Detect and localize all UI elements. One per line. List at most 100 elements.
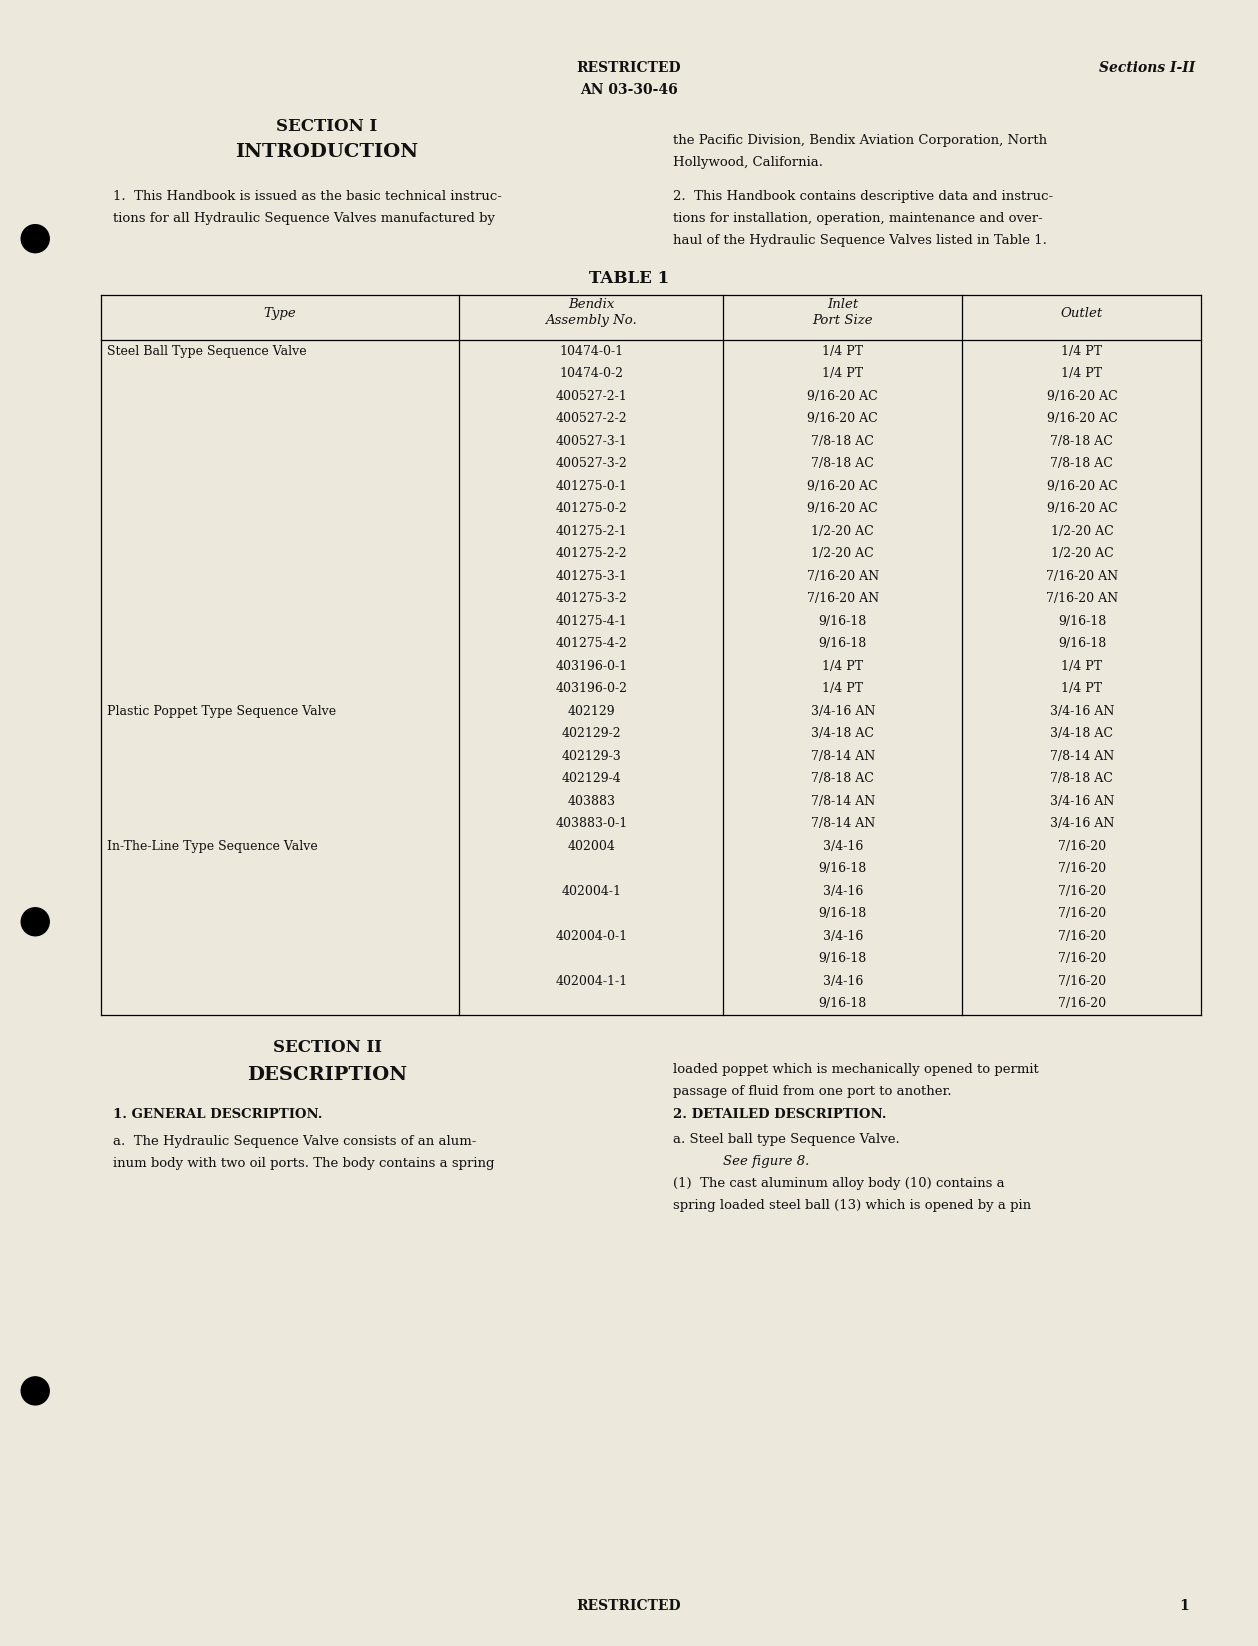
Text: 403196-0-2: 403196-0-2 [555,681,628,695]
Text: 3/4-16: 3/4-16 [823,974,863,988]
Text: 1/2-20 AC: 1/2-20 AC [811,525,874,538]
Text: 9/16-20 AC: 9/16-20 AC [1047,479,1117,492]
Text: 1/4 PT: 1/4 PT [1062,660,1102,673]
Text: Plastic Poppet Type Sequence Valve: Plastic Poppet Type Sequence Valve [107,704,336,718]
Text: 1/2-20 AC: 1/2-20 AC [1050,525,1113,538]
Text: 7/16-20 AN: 7/16-20 AN [806,570,879,583]
Text: 400527-2-1: 400527-2-1 [555,390,628,403]
Text: tions for installation, operation, maintenance and over-: tions for installation, operation, maint… [673,211,1043,224]
Text: 7/8-18 AC: 7/8-18 AC [811,435,874,448]
Text: Steel Ball Type Sequence Valve: Steel Ball Type Sequence Valve [107,344,306,357]
Text: 402129: 402129 [567,704,615,718]
Text: inum body with two oil ports. The body contains a spring: inum body with two oil ports. The body c… [113,1157,494,1170]
Text: 403883-0-1: 403883-0-1 [555,818,628,830]
Text: 7/8-18 AC: 7/8-18 AC [1050,458,1113,471]
Text: 10474-0-1: 10474-0-1 [560,344,623,357]
Text: 401275-4-2: 401275-4-2 [555,637,628,650]
Text: 1/4 PT: 1/4 PT [823,344,863,357]
Text: 403196-0-1: 403196-0-1 [555,660,628,673]
Text: 9/16-20 AC: 9/16-20 AC [1047,390,1117,403]
Text: 9/16-20 AC: 9/16-20 AC [808,412,878,425]
Text: 401275-4-1: 401275-4-1 [555,614,628,627]
Text: 7/16-20: 7/16-20 [1058,863,1106,876]
Text: 7/8-18 AC: 7/8-18 AC [811,772,874,785]
Text: 3/4-16 AN: 3/4-16 AN [1049,795,1115,808]
Text: 400527-3-1: 400527-3-1 [555,435,628,448]
Text: 1/4 PT: 1/4 PT [1062,681,1102,695]
Text: 9/16-18: 9/16-18 [819,953,867,965]
Text: 2. DETAILED DESCRIPTION.: 2. DETAILED DESCRIPTION. [673,1108,887,1121]
Text: 402004: 402004 [567,839,615,853]
Text: 9/16-18: 9/16-18 [819,863,867,876]
Text: 3/4-16: 3/4-16 [823,886,863,897]
Text: 1/4 PT: 1/4 PT [823,681,863,695]
Text: INTRODUCTION: INTRODUCTION [235,143,419,161]
Text: 401275-0-2: 401275-0-2 [555,502,628,515]
Text: TABLE 1: TABLE 1 [589,270,669,286]
Text: tions for all Hydraulic Sequence Valves manufactured by: tions for all Hydraulic Sequence Valves … [113,211,496,224]
Text: 3/4-16: 3/4-16 [823,839,863,853]
Text: 7/8-14 AN: 7/8-14 AN [1049,749,1115,762]
Text: 3/4-16 AN: 3/4-16 AN [1049,818,1115,830]
Text: 1/4 PT: 1/4 PT [823,367,863,380]
Text: haul of the Hydraulic Sequence Valves listed in Table 1.: haul of the Hydraulic Sequence Valves li… [673,234,1047,247]
Text: In-The-Line Type Sequence Valve: In-The-Line Type Sequence Valve [107,839,317,853]
Text: 9/16-18: 9/16-18 [1058,614,1106,627]
Text: 9/16-20 AC: 9/16-20 AC [808,502,878,515]
Text: 402004-1-1: 402004-1-1 [555,974,628,988]
Text: SECTION II: SECTION II [273,1039,381,1055]
Text: 1. GENERAL DESCRIPTION.: 1. GENERAL DESCRIPTION. [113,1108,323,1121]
Text: 400527-2-2: 400527-2-2 [556,412,626,425]
Text: 1.  This Handbook is issued as the basic technical instruc-: 1. This Handbook is issued as the basic … [113,189,502,202]
Text: RESTRICTED: RESTRICTED [576,61,682,76]
Text: Type: Type [263,306,297,319]
Text: passage of fluid from one port to another.: passage of fluid from one port to anothe… [673,1085,951,1098]
Text: 401275-2-1: 401275-2-1 [555,525,628,538]
Text: Sections I-II: Sections I-II [1098,61,1195,76]
Text: SECTION I: SECTION I [277,117,377,135]
Text: 9/16-20 AC: 9/16-20 AC [808,390,878,403]
Text: 402004-1: 402004-1 [561,886,621,897]
Text: 7/16-20: 7/16-20 [1058,974,1106,988]
Text: Inlet: Inlet [828,298,858,311]
Text: 7/8-18 AC: 7/8-18 AC [1050,772,1113,785]
Text: 400527-3-2: 400527-3-2 [555,458,628,471]
Circle shape [21,1376,49,1406]
Text: Port Size: Port Size [813,314,873,328]
Text: 1: 1 [1179,1598,1189,1613]
Text: 3/4-18 AC: 3/4-18 AC [1050,728,1113,741]
Text: the Pacific Division, Bendix Aviation Corporation, North: the Pacific Division, Bendix Aviation Co… [673,133,1047,146]
Text: (1)  The cast aluminum alloy body (10) contains a: (1) The cast aluminum alloy body (10) co… [673,1177,1005,1190]
Text: RESTRICTED: RESTRICTED [576,1598,682,1613]
Text: 3/4-16 AN: 3/4-16 AN [1049,704,1115,718]
Text: 402129-2: 402129-2 [561,728,621,741]
Text: 1/2-20 AC: 1/2-20 AC [811,546,874,560]
Text: spring loaded steel ball (13) which is opened by a pin: spring loaded steel ball (13) which is o… [673,1200,1032,1213]
Text: Bendix: Bendix [569,298,614,311]
Text: 7/8-18 AC: 7/8-18 AC [1050,435,1113,448]
Text: 1/4 PT: 1/4 PT [1062,344,1102,357]
Text: 9/16-18: 9/16-18 [819,907,867,920]
Text: 2.  This Handbook contains descriptive data and instruc-: 2. This Handbook contains descriptive da… [673,189,1053,202]
Text: 9/16-18: 9/16-18 [819,614,867,627]
Text: Outlet: Outlet [1060,306,1103,319]
Text: 401275-2-2: 401275-2-2 [556,546,626,560]
Text: 7/16-20: 7/16-20 [1058,907,1106,920]
Text: 3/4-18 AC: 3/4-18 AC [811,728,874,741]
Text: 10474-0-2: 10474-0-2 [560,367,623,380]
Text: 1/2-20 AC: 1/2-20 AC [1050,546,1113,560]
Text: 7/16-20: 7/16-20 [1058,930,1106,943]
Text: loaded poppet which is mechanically opened to permit: loaded poppet which is mechanically open… [673,1063,1039,1075]
Circle shape [21,224,49,253]
Text: 3/4-16 AN: 3/4-16 AN [810,704,876,718]
Text: 9/16-20 AC: 9/16-20 AC [1047,412,1117,425]
Text: DESCRIPTION: DESCRIPTION [247,1067,408,1085]
Text: a.  The Hydraulic Sequence Valve consists of an alum-: a. The Hydraulic Sequence Valve consists… [113,1134,477,1147]
Text: 9/16-18: 9/16-18 [1058,637,1106,650]
Text: 401275-0-1: 401275-0-1 [555,479,628,492]
Text: 1/4 PT: 1/4 PT [823,660,863,673]
Text: 401275-3-2: 401275-3-2 [555,593,628,606]
Text: Hollywood, California.: Hollywood, California. [673,155,823,168]
Text: 7/16-20: 7/16-20 [1058,997,1106,1011]
Text: 402004-0-1: 402004-0-1 [555,930,628,943]
